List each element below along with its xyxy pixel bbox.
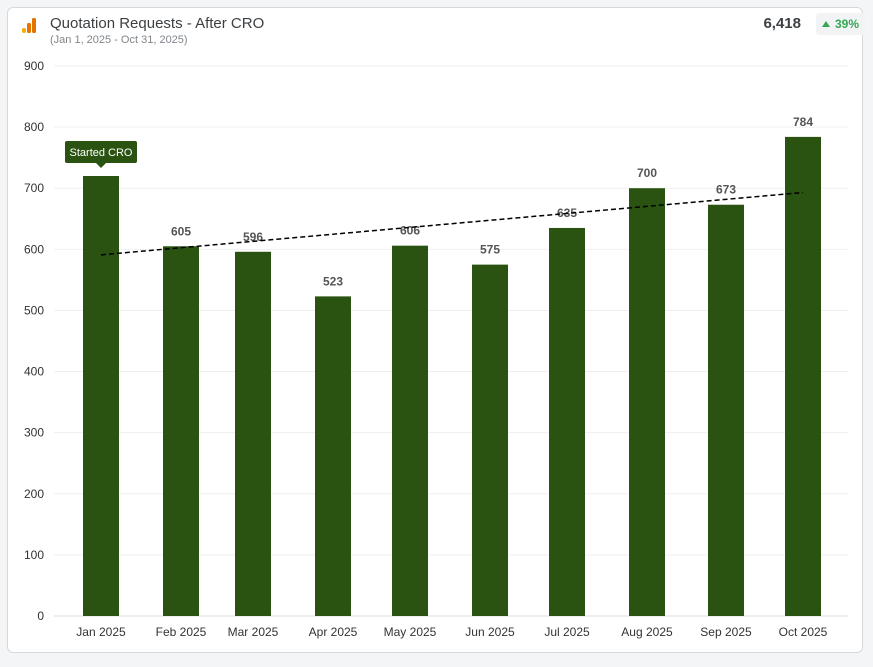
annotation-pointer	[96, 163, 106, 168]
bar	[785, 136, 821, 616]
x-tick-label: Mar 2025	[228, 625, 279, 639]
x-tick-label: Feb 2025	[156, 625, 207, 639]
y-tick-label: 700	[24, 181, 44, 195]
trend-up-icon	[821, 21, 830, 27]
y-tick-label: 500	[24, 303, 44, 317]
date-range: (Jan 1, 2025 - Oct 31, 2025)	[50, 34, 188, 46]
data-label: 700	[637, 166, 657, 180]
y-tick-label: 200	[24, 487, 44, 501]
x-tick-label: Jan 2025	[76, 625, 126, 639]
x-tick-label: Jul 2025	[544, 625, 590, 639]
x-tick-label: May 2025	[384, 625, 437, 639]
bar	[163, 246, 199, 616]
y-tick-label: 100	[24, 548, 44, 562]
data-label: 575	[480, 243, 500, 257]
bar	[392, 245, 428, 616]
data-label: 523	[323, 274, 343, 288]
chart-title: Quotation Requests - After CRO	[50, 15, 265, 32]
annotation-label: Started CRO	[70, 147, 133, 159]
y-tick-label: 0	[37, 609, 44, 623]
total-value: 6,418	[763, 15, 801, 32]
data-label: 606	[400, 224, 420, 238]
bar	[549, 227, 585, 616]
y-tick-label: 800	[24, 120, 44, 134]
x-tick-label: Jun 2025	[465, 625, 515, 639]
y-tick-label: 400	[24, 365, 44, 379]
x-tick-label: Sep 2025	[700, 625, 752, 639]
data-label: 673	[716, 183, 736, 197]
x-tick-label: Apr 2025	[309, 625, 358, 639]
y-tick-label: 600	[24, 242, 44, 256]
bar	[235, 251, 271, 616]
change-badge: 39%	[815, 13, 865, 35]
y-tick-label: 900	[24, 59, 44, 73]
data-label: 596	[243, 230, 263, 244]
bar	[83, 176, 119, 616]
bar	[708, 204, 744, 616]
bar	[472, 264, 508, 616]
x-tick-label: Oct 2025	[779, 625, 828, 639]
trend-line	[100, 191, 804, 256]
bar	[315, 296, 351, 616]
y-tick-label: 300	[24, 426, 44, 440]
bar	[629, 188, 665, 616]
data-label: 784	[793, 115, 813, 129]
change-value: 39%	[834, 17, 859, 31]
analytics-icon	[22, 18, 36, 33]
annotation-box	[65, 141, 137, 163]
x-tick-label: Aug 2025	[621, 625, 673, 639]
data-label: 605	[171, 224, 191, 238]
